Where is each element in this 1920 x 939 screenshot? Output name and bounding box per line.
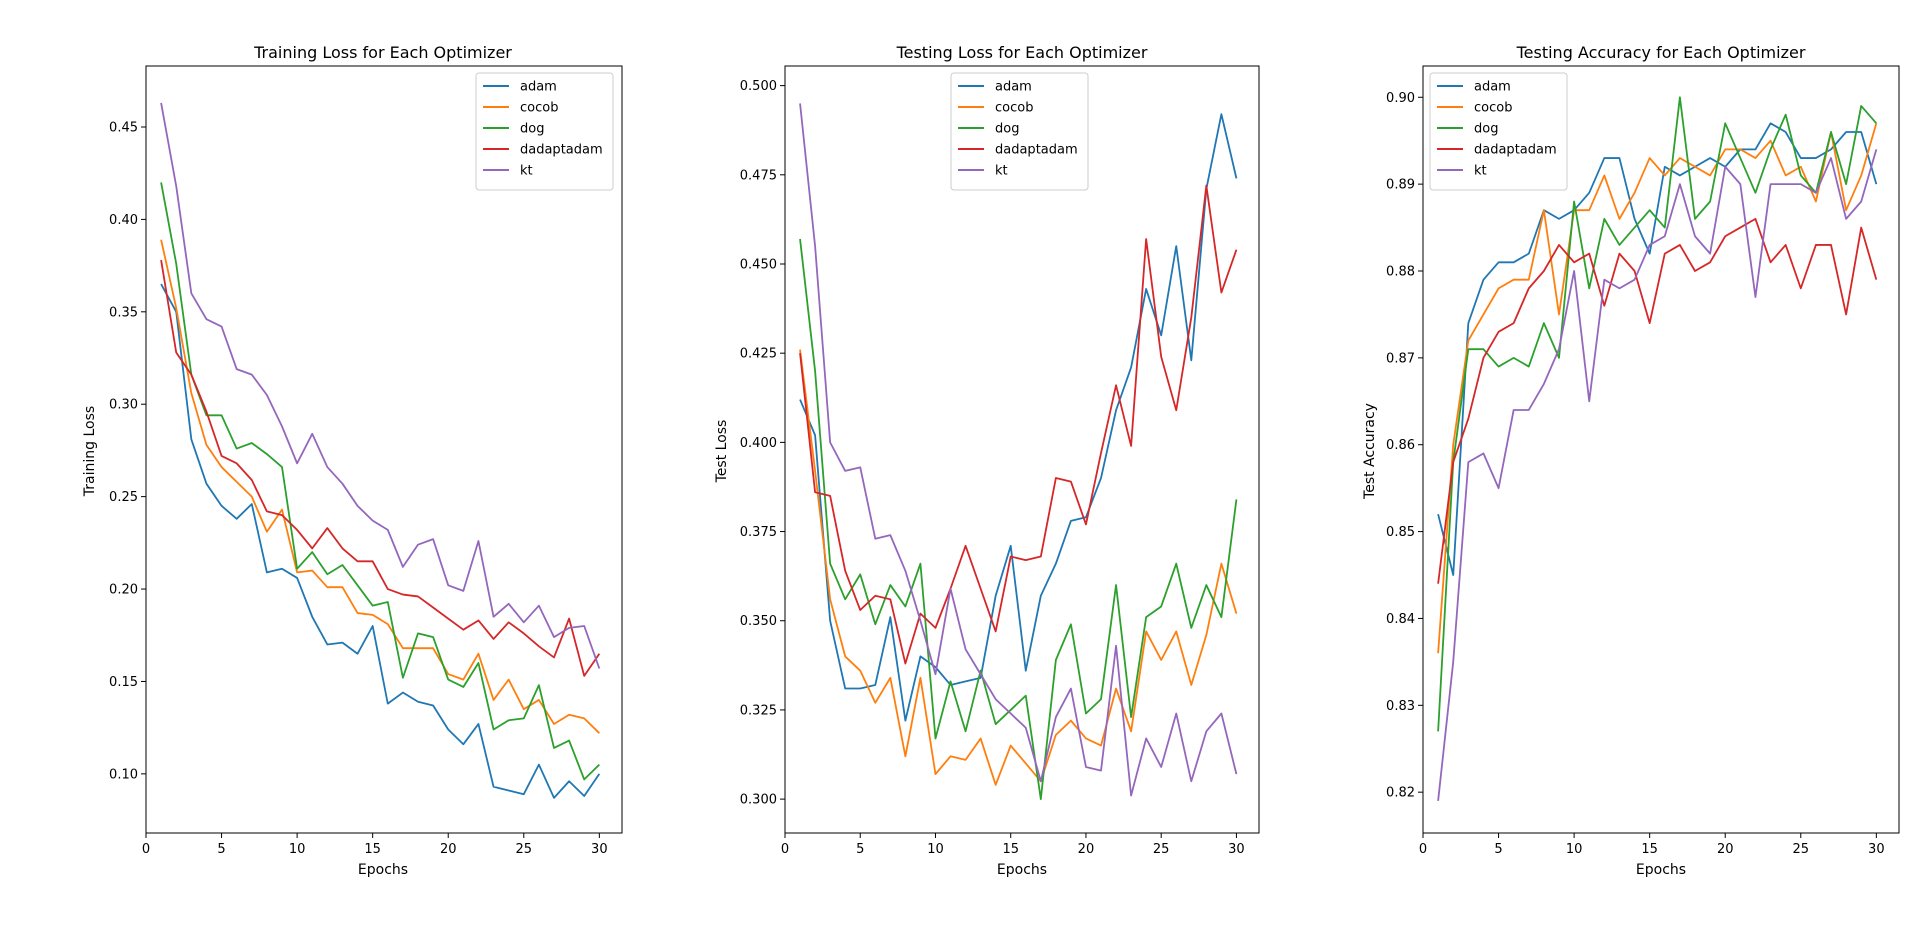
- testing-loss-y-tick-label: 0.375: [740, 525, 777, 540]
- testing-loss-y-tick-label: 0.325: [740, 703, 777, 718]
- testing-accuracy-ylabel: Test Accuracy: [1362, 403, 1378, 500]
- training-loss-y-tick-label: 0.45: [109, 120, 138, 135]
- testing-loss-x-tick-label: 0: [781, 842, 789, 857]
- testing-loss-x-tick-label: 15: [1002, 842, 1019, 857]
- testing-accuracy-y-tick-label: 0.89: [1386, 178, 1415, 193]
- testing-loss-series-adam: [799, 113, 1238, 722]
- testing-loss-legend-label-cocob: cocob: [995, 101, 1033, 116]
- testing-accuracy-y-tick-label: 0.82: [1386, 786, 1415, 801]
- testing-loss-series-dog: [799, 238, 1238, 801]
- testing-accuracy-x-tick-label: 20: [1717, 842, 1734, 857]
- training-loss-y-tick-label: 0.10: [109, 767, 138, 782]
- training-loss-panel: Training Loss for Each Optimizer Epochs …: [82, 43, 623, 878]
- testing-loss-y-tick-label: 0.450: [740, 257, 777, 272]
- testing-loss-title: Testing Loss for Each Optimizer: [896, 43, 1148, 62]
- testing-loss-series-kt: [799, 103, 1238, 797]
- testing-accuracy-legend-label-adam: adam: [1474, 80, 1511, 95]
- training-loss-x-tick-label: 25: [516, 842, 533, 857]
- training-loss-plot-frame: [145, 65, 623, 834]
- testing-loss-y-tick-label: 0.350: [740, 614, 777, 629]
- testing-accuracy-y-tick-label: 0.83: [1386, 699, 1415, 714]
- training-loss-x-tick-label: 15: [364, 842, 381, 857]
- training-loss-y-tick-label: 0.35: [109, 305, 138, 320]
- training-loss-y-tick-label: 0.15: [109, 675, 138, 690]
- testing-loss-legend-label-dadaptadam: dadaptadam: [995, 143, 1078, 158]
- testing-accuracy-x-tick-label: 0: [1419, 842, 1427, 857]
- testing-accuracy-panel: Testing Accuracy for Each Optimizer Epoc…: [1362, 43, 1900, 878]
- testing-accuracy-y-tick-label: 0.87: [1386, 351, 1415, 366]
- training-loss-x-tick-label: 0: [142, 842, 150, 857]
- training-loss-series-adam: [160, 283, 601, 799]
- testing-accuracy-series-dadaptadam: [1437, 217, 1878, 584]
- testing-loss-legend-label-adam: adam: [995, 80, 1032, 95]
- testing-loss-x-tick-label: 25: [1153, 842, 1170, 857]
- testing-accuracy-legend-label-kt: kt: [1474, 164, 1487, 179]
- testing-loss-legend: [950, 72, 1089, 191]
- training-loss-x-tick-label: 20: [440, 842, 457, 857]
- testing-loss-x-tick-label: 5: [856, 842, 864, 857]
- testing-accuracy-legend: [1429, 72, 1568, 191]
- training-loss-series-kt: [160, 102, 601, 669]
- training-loss-series-cocob: [160, 239, 600, 734]
- training-loss-xlabel: Epochs: [358, 862, 408, 878]
- testing-loss-plot-frame: [784, 65, 1260, 834]
- testing-loss-x-tick-label: 10: [927, 842, 944, 857]
- testing-accuracy-legend-label-cocob: cocob: [1474, 101, 1512, 116]
- testing-accuracy-title: Testing Accuracy for Each Optimizer: [1516, 43, 1806, 62]
- testing-accuracy-y-tick-label: 0.88: [1386, 264, 1415, 279]
- training-loss-ylabel: Training Loss: [82, 406, 98, 497]
- training-loss-legend-label-dadaptadam: dadaptadam: [520, 143, 603, 158]
- training-loss-legend-label-dog: dog: [520, 122, 544, 137]
- training-loss-legend-label-kt: kt: [520, 164, 533, 179]
- training-loss-y-tick-label: 0.40: [109, 213, 138, 228]
- testing-accuracy-x-tick-label: 25: [1793, 842, 1810, 857]
- training-loss-y-tick-label: 0.30: [109, 398, 138, 413]
- training-loss-x-tick-label: 10: [289, 842, 306, 857]
- training-loss-y-tick-label: 0.20: [109, 583, 138, 598]
- testing-accuracy-y-tick-label: 0.86: [1386, 438, 1415, 453]
- testing-loss-y-tick-label: 0.300: [740, 793, 777, 808]
- testing-loss-y-tick-label: 0.475: [740, 168, 777, 183]
- testing-accuracy-y-tick-label: 0.90: [1386, 91, 1415, 106]
- training-loss-y-tick-label: 0.25: [109, 490, 138, 505]
- testing-accuracy-x-tick-label: 5: [1494, 842, 1502, 857]
- training-loss-title: Training Loss for Each Optimizer: [253, 43, 512, 62]
- testing-accuracy-series-adam: [1437, 122, 1878, 576]
- testing-accuracy-x-tick-label: 10: [1566, 842, 1583, 857]
- training-loss-series-dog: [160, 182, 600, 781]
- training-loss-x-tick-label: 5: [217, 842, 225, 857]
- testing-loss-legend-label-kt: kt: [995, 164, 1008, 179]
- testing-loss-y-tick-label: 0.400: [740, 436, 777, 451]
- testing-accuracy-plot-frame: [1422, 65, 1900, 834]
- testing-accuracy-y-tick-label: 0.85: [1386, 525, 1415, 540]
- testing-loss-panel: Testing Loss for Each Optimizer Epochs T…: [714, 43, 1260, 878]
- testing-accuracy-series-cocob: [1437, 123, 1878, 654]
- testing-loss-x-tick-label: 30: [1228, 842, 1245, 857]
- testing-loss-x-tick-label: 20: [1078, 842, 1095, 857]
- training-loss-series-dadaptadam: [160, 259, 601, 677]
- testing-accuracy-series-dog: [1437, 96, 1878, 732]
- testing-loss-series-dadaptadam: [799, 184, 1238, 665]
- training-loss-legend-label-adam: adam: [520, 80, 557, 95]
- testing-loss-legend-label-dog: dog: [995, 122, 1019, 137]
- testing-loss-series-cocob: [799, 349, 1238, 786]
- training-loss-x-tick-label: 30: [591, 842, 608, 857]
- testing-loss-ylabel: Test Loss: [714, 420, 730, 484]
- testing-loss-y-tick-label: 0.500: [740, 79, 777, 94]
- testing-accuracy-legend-label-dadaptadam: dadaptadam: [1474, 143, 1557, 158]
- testing-accuracy-x-tick-label: 30: [1868, 842, 1885, 857]
- testing-loss-y-tick-label: 0.425: [740, 347, 777, 362]
- training-loss-legend: [475, 72, 614, 191]
- testing-accuracy-series-kt: [1437, 149, 1878, 801]
- testing-accuracy-xlabel: Epochs: [1636, 862, 1686, 878]
- testing-accuracy-y-tick-label: 0.84: [1386, 612, 1415, 627]
- testing-accuracy-x-tick-label: 15: [1641, 842, 1658, 857]
- testing-loss-xlabel: Epochs: [997, 862, 1047, 878]
- testing-accuracy-legend-label-dog: dog: [1474, 122, 1498, 137]
- training-loss-legend-label-cocob: cocob: [520, 101, 558, 116]
